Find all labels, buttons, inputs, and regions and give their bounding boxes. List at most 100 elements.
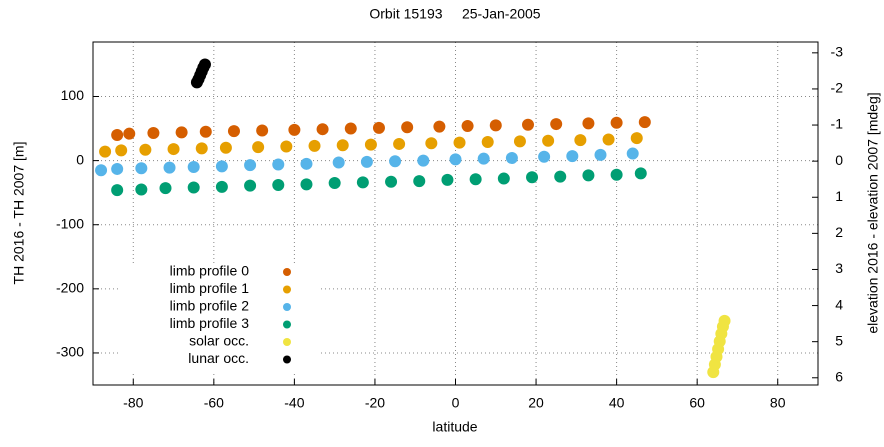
legend-marker — [283, 338, 291, 346]
data-point — [344, 122, 357, 135]
data-point — [115, 144, 128, 157]
legend-label: limb profile 1 — [170, 280, 250, 296]
data-point — [401, 121, 414, 134]
data-point — [550, 118, 563, 131]
data-point — [272, 178, 285, 191]
data-point — [469, 173, 482, 186]
x-axis-label: latitude — [432, 419, 477, 435]
y2-tick-label: 3 — [835, 260, 843, 276]
y2-tick-label: 2 — [835, 224, 843, 240]
data-point — [574, 134, 587, 147]
data-point — [610, 116, 623, 129]
y2-axis-label: elevation 2016 - elevation 2007 [mdeg] — [865, 92, 881, 333]
legend-box — [120, 264, 320, 373]
x-tick-label: -40 — [284, 395, 304, 411]
data-point — [634, 167, 647, 180]
legend-label: limb profile 3 — [170, 315, 250, 331]
data-point — [554, 170, 567, 183]
data-point — [187, 161, 200, 174]
data-point — [582, 169, 595, 182]
data-point — [542, 134, 555, 147]
data-point — [316, 123, 329, 136]
legend-label: limb profile 2 — [170, 298, 250, 314]
data-point — [638, 116, 651, 129]
y-tick-label: 0 — [76, 151, 84, 167]
data-point — [449, 153, 462, 166]
data-point — [256, 124, 269, 137]
data-point — [187, 181, 200, 194]
legend-marker — [283, 268, 291, 276]
legend-label: lunar occ. — [188, 350, 249, 366]
data-point — [630, 132, 643, 145]
data-point — [489, 119, 502, 132]
data-point — [393, 137, 406, 150]
y2-tick-label: 4 — [835, 296, 843, 312]
data-point — [308, 139, 321, 152]
data-point — [215, 180, 228, 193]
data-point — [199, 125, 212, 138]
x-tick-label: 20 — [528, 395, 544, 411]
data-point — [147, 127, 160, 140]
data-point — [481, 136, 494, 149]
data-point — [215, 160, 228, 173]
y2-tick-label: 5 — [835, 332, 843, 348]
data-point — [328, 177, 341, 190]
data-point — [360, 155, 373, 168]
y-tick-label: -200 — [56, 280, 84, 296]
legend-marker — [283, 320, 291, 329]
legend-marker — [283, 355, 291, 364]
y-tick-label: -300 — [56, 344, 84, 360]
chart-title: Orbit 15193 25-Jan-2005 — [369, 6, 540, 22]
data-point — [252, 141, 265, 154]
data-point — [413, 175, 426, 188]
data-point — [497, 172, 510, 185]
data-point — [111, 162, 124, 175]
legend-label: solar occ. — [189, 333, 249, 349]
data-point — [356, 176, 369, 189]
data-point — [123, 127, 136, 140]
data-point — [135, 183, 148, 196]
data-point — [417, 154, 430, 167]
y2-tick-label: -1 — [831, 116, 844, 132]
data-point — [718, 314, 731, 327]
x-tick-label: 0 — [452, 395, 460, 411]
data-point — [526, 171, 539, 184]
data-point — [244, 159, 257, 172]
data-point — [389, 155, 402, 168]
data-point — [95, 164, 108, 177]
data-point — [272, 158, 285, 171]
plot-border — [92, 41, 819, 386]
data-point — [198, 58, 211, 71]
x-tick-label: -20 — [365, 395, 385, 411]
x-tick-label: 80 — [770, 395, 786, 411]
data-point — [175, 126, 188, 139]
data-point — [602, 133, 615, 146]
y2-tick-label: 0 — [835, 152, 843, 168]
data-point — [300, 157, 313, 170]
y2-tick-label: 1 — [835, 188, 843, 204]
legend-label: limb profile 0 — [170, 263, 250, 279]
data-point — [111, 128, 124, 141]
data-point — [477, 152, 490, 165]
data-point — [336, 139, 349, 152]
data-point — [594, 148, 607, 161]
legend-marker — [283, 303, 291, 311]
data-point — [505, 152, 518, 165]
data-point — [99, 145, 112, 158]
data-point — [538, 150, 551, 163]
data-point — [280, 140, 293, 153]
y-axis-label: TH 2016 - TH 2007 [m] — [11, 142, 27, 285]
y-tick-label: 100 — [61, 87, 85, 103]
legend-marker — [283, 285, 291, 294]
data-point — [441, 173, 454, 186]
data-point — [219, 141, 232, 154]
data-point — [288, 123, 301, 136]
data-point — [461, 119, 474, 132]
data-point — [513, 135, 526, 148]
x-tick-label: 40 — [609, 395, 625, 411]
data-point — [372, 121, 385, 134]
y-tick-label: -100 — [56, 215, 84, 231]
data-point — [300, 178, 313, 191]
x-tick-label: -60 — [204, 395, 224, 411]
